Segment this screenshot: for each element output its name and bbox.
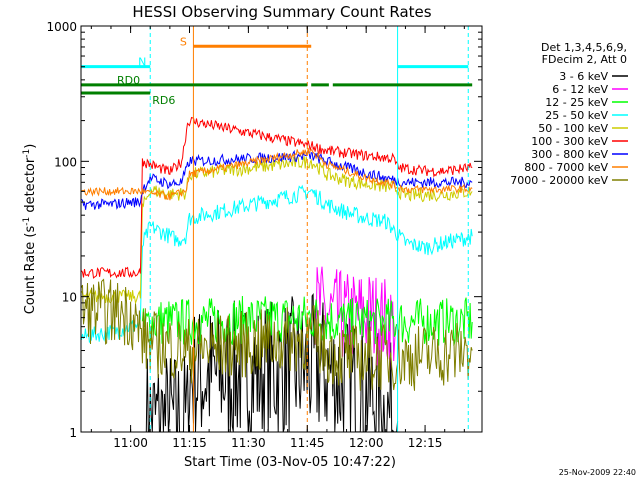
y-tick-label: 1	[69, 426, 77, 440]
y-tick-label: 1000	[46, 20, 77, 34]
y-axis: 1 10 100 1000	[46, 20, 482, 440]
series-line	[141, 295, 473, 346]
series-line	[81, 147, 473, 201]
series-line	[81, 278, 473, 391]
legend-entry-label: 300 - 800 keV	[531, 148, 608, 161]
x-axis-label: Start Time (03-Nov-05 10:47:22)	[184, 455, 396, 470]
legend-entry-label: 25 - 50 keV	[545, 109, 608, 122]
flag-label: N	[138, 56, 146, 69]
series-line	[81, 149, 473, 210]
chart-title: HESSI Observing Summary Count Rates	[132, 3, 431, 21]
y-axis-label: Count Rate (s-1 detector-1)	[22, 144, 38, 315]
timestamp: 25-Nov-2009 22:40	[559, 468, 636, 477]
series-layer	[81, 116, 473, 432]
x-tick-label: 11:00	[113, 436, 148, 450]
series-line	[81, 116, 473, 279]
legend-entry-label: 7000 - 20000 keV	[510, 174, 608, 187]
series-line	[81, 184, 473, 344]
legend-entry-label: 6 - 12 keV	[552, 83, 608, 96]
legend-entry-label: 800 - 7000 keV	[524, 161, 608, 174]
x-tick-label: 11:45	[290, 436, 325, 450]
series-line	[314, 266, 397, 370]
legend-header-line1: Det 1,3,4,5,6,9,	[541, 41, 627, 54]
x-axis: 11:00 11:15 11:30 11:45 12:00 12:15	[90, 26, 465, 450]
legend-header-line2: FDecim 2, Att 0	[542, 53, 627, 66]
x-tick-label: 12:00	[349, 436, 384, 450]
y-tick-label: 10	[62, 291, 77, 305]
legend-entry-label: 100 - 300 keV	[531, 135, 608, 148]
flag-label: RD6	[152, 94, 175, 107]
flag-label: S	[180, 35, 187, 48]
series-line	[81, 155, 473, 305]
flag-label: RD0	[117, 74, 140, 87]
y-tick-label: 100	[54, 155, 77, 169]
x-tick-label: 12:15	[408, 436, 443, 450]
legend-entry-label: 12 - 25 keV	[545, 96, 608, 109]
legend-entry-label: 3 - 6 keV	[559, 70, 608, 83]
flag-layer: N S RD0 RD6	[81, 26, 473, 432]
plot-frame	[80, 25, 483, 433]
legend: Det 1,3,4,5,6,9, FDecim 2, Att 0 3 - 6 k…	[510, 41, 628, 187]
x-tick-label: 11:30	[231, 436, 266, 450]
x-tick-label: 11:15	[172, 436, 207, 450]
legend-entry-label: 50 - 100 keV	[538, 122, 608, 135]
